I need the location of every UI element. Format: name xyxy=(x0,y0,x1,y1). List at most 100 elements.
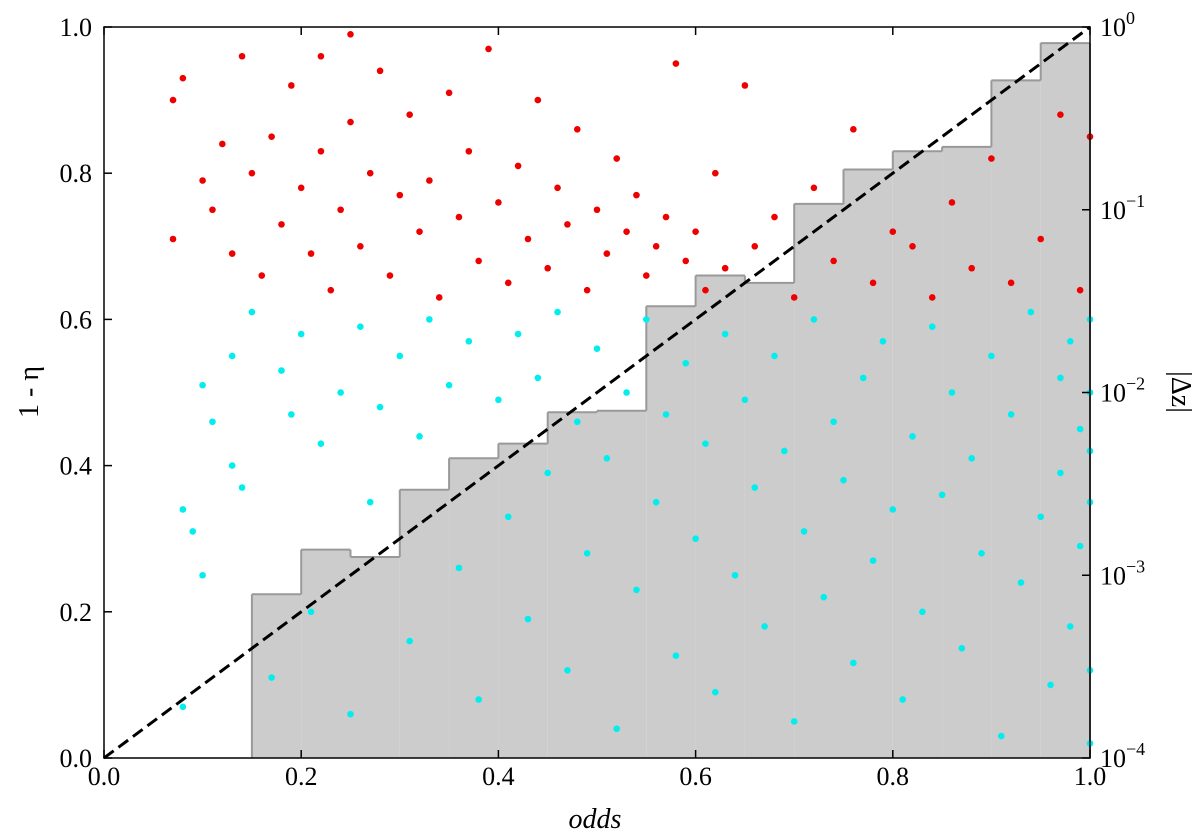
scatter-point xyxy=(751,484,759,491)
scatter-point xyxy=(416,228,423,235)
scatter-point xyxy=(209,418,216,426)
scatter-point xyxy=(238,484,246,491)
scatter-point xyxy=(554,184,561,192)
scatter-point xyxy=(633,191,640,199)
histogram-bar xyxy=(597,410,647,758)
scatter-point xyxy=(820,593,828,601)
scatter-point xyxy=(662,213,670,221)
scatter-point xyxy=(278,367,285,374)
histogram-bar xyxy=(449,458,499,758)
scatter-point xyxy=(337,206,344,214)
y2-tick-label: 100 xyxy=(1100,8,1135,42)
scatter-point xyxy=(465,338,473,345)
scatter-point xyxy=(830,418,837,426)
scatter-point xyxy=(968,454,975,462)
scatter-point xyxy=(495,396,502,404)
scatter-point xyxy=(810,316,818,323)
scatter-point xyxy=(810,184,818,192)
scatter-point xyxy=(564,666,571,674)
scatter-point xyxy=(268,133,275,140)
scatter-point xyxy=(524,615,532,623)
scatter-point xyxy=(938,491,946,499)
histogram-bar xyxy=(498,443,548,758)
scatter-point xyxy=(317,440,325,447)
scatter-point xyxy=(948,389,956,396)
scatter-point xyxy=(366,169,374,177)
scatter-point xyxy=(741,396,749,404)
histogram-bar xyxy=(251,594,302,758)
y2-tick-label: 10−1 xyxy=(1100,191,1145,225)
scatter-point xyxy=(317,147,325,155)
scatter-point xyxy=(1057,374,1064,382)
scatter-point xyxy=(376,403,384,411)
scatter-point xyxy=(219,140,226,148)
scatter-point xyxy=(850,659,857,667)
scatter-point xyxy=(721,330,729,338)
y2-tick-exponent: −4 xyxy=(1126,739,1145,759)
scatter-point xyxy=(712,169,719,177)
y-tick-label: 1.0 xyxy=(60,13,93,42)
scatter-point xyxy=(455,564,463,572)
scatter-point xyxy=(524,235,532,243)
scatter-point xyxy=(771,352,778,360)
scatter-point xyxy=(771,213,778,221)
scatter-point xyxy=(573,126,581,133)
scatter-point xyxy=(643,316,650,323)
scatter-point xyxy=(564,221,571,228)
histogram-bar xyxy=(744,282,795,758)
scatter-point xyxy=(889,228,897,235)
scatter-point xyxy=(258,272,266,279)
scatter-point xyxy=(603,250,611,257)
x-tick-label: 0.4 xyxy=(482,762,515,791)
scatter-point xyxy=(288,411,295,418)
x-tick-label: 0.8 xyxy=(877,762,910,791)
scatter-point xyxy=(534,96,542,104)
scatter-point xyxy=(672,60,680,67)
scatter-point xyxy=(869,279,877,287)
histogram-bar xyxy=(892,151,943,758)
scatter-point xyxy=(445,89,453,97)
x-axis-label: odds xyxy=(569,804,622,835)
scatter-point xyxy=(731,571,739,579)
scatter-point xyxy=(435,294,443,301)
scatter-point xyxy=(800,528,808,535)
scatter-point xyxy=(761,623,768,630)
y-axis-label: 1 - η xyxy=(14,366,45,418)
scatter-point xyxy=(1076,286,1084,294)
scatter-point xyxy=(790,294,798,301)
scatter-point xyxy=(504,279,512,287)
scatter-point xyxy=(830,257,837,265)
scatter-point xyxy=(869,557,877,564)
scatter-point xyxy=(406,637,413,645)
scatter-point xyxy=(347,31,354,38)
scatter-point xyxy=(643,272,650,279)
reference-line xyxy=(103,25,1091,760)
scatter-point xyxy=(692,228,699,235)
scatter-point xyxy=(544,469,551,477)
scatter-point xyxy=(288,82,295,89)
y2-tick-exponent: −1 xyxy=(1126,191,1145,211)
scatter-point xyxy=(859,374,867,382)
y2-tick-label: 10−3 xyxy=(1100,556,1145,590)
scatter-point xyxy=(909,243,916,250)
scatter-point xyxy=(1057,111,1064,119)
scatter-point xyxy=(297,184,305,192)
scatter-point xyxy=(879,338,887,345)
histogram-bar xyxy=(350,556,400,758)
scatter-point xyxy=(583,286,591,294)
y-tick-label: 0.2 xyxy=(60,598,93,627)
scatter-point xyxy=(268,674,275,681)
scatter-point xyxy=(485,45,492,53)
scatter-point xyxy=(544,264,551,272)
scatter-point xyxy=(396,191,404,199)
scatter-point xyxy=(406,111,413,119)
histogram-bar xyxy=(547,412,597,758)
scatter-point xyxy=(317,52,325,60)
scatter-point xyxy=(662,411,670,418)
y-tick-label: 0.6 xyxy=(60,305,93,334)
x-tick-label: 0.6 xyxy=(679,762,712,791)
histogram-bar xyxy=(695,275,745,758)
scatter-point xyxy=(682,257,690,265)
histogram-bar xyxy=(991,80,1041,759)
scatter-point xyxy=(179,703,187,711)
